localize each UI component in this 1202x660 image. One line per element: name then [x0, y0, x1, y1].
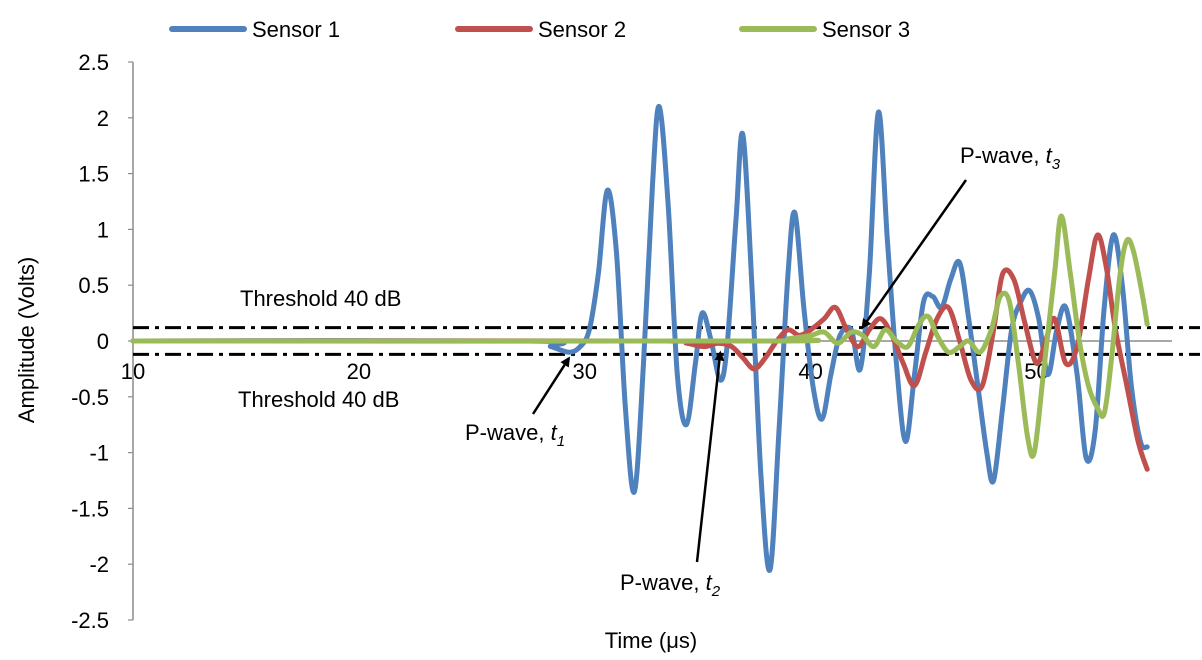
y-tick-label: -2.5 — [71, 608, 109, 633]
x-tick-label: 10 — [121, 359, 145, 384]
y-tick-label: -2 — [89, 552, 109, 577]
series-line-sensor-2 — [130, 232, 1150, 472]
annotation-label: P-wave, t2 — [620, 570, 721, 600]
annotation-arrow — [695, 350, 725, 563]
y-tick-label: 1 — [97, 217, 109, 242]
annotation-label: P-wave, t3 — [960, 143, 1061, 173]
annotation-arrow — [531, 356, 571, 415]
y-tick-label: 1.5 — [78, 162, 109, 187]
y-tick-label: 0.5 — [78, 273, 109, 298]
legend: Sensor 1 Sensor 2 Sensor 3 — [169, 17, 910, 42]
threshold-label: Threshold 40 dB — [238, 387, 399, 412]
y-tick-label: -1.5 — [71, 496, 109, 521]
series-line-sensor-3 — [130, 213, 1150, 459]
annotations: P-wave, t1 P-wave, t2 P-wave, t3 — [465, 143, 1061, 600]
y-tick-label: 2 — [97, 106, 109, 131]
y-axis-label: Amplitude (Volts) — [14, 257, 39, 423]
x-axis-label: Time (μs) — [605, 628, 698, 653]
legend-entry: Sensor 2 — [538, 17, 626, 42]
threshold-lines: Threshold 40 dB Threshold 40 dB — [133, 286, 1200, 412]
annotation-label: P-wave, t1 — [465, 420, 565, 450]
threshold-label: Threshold 40 dB — [240, 286, 401, 311]
y-tick-label: 0 — [97, 329, 109, 354]
series-line-sensor-1 — [130, 104, 1150, 573]
annotation-arrow — [861, 179, 968, 330]
x-tick-label: 30 — [572, 359, 596, 384]
y-axis: 2.5 2 1.5 1 0.5 0 -0.5 -1 -1.5 -2 -2.5 — [71, 50, 134, 633]
series-lines — [130, 104, 1150, 573]
x-tick-label: 20 — [347, 359, 371, 384]
y-tick-label: -0.5 — [71, 385, 109, 410]
legend-entry: Sensor 1 — [252, 17, 340, 42]
y-tick-label: -1 — [89, 441, 109, 466]
legend-entry: Sensor 3 — [822, 17, 910, 42]
y-tick-label: 2.5 — [78, 50, 109, 75]
